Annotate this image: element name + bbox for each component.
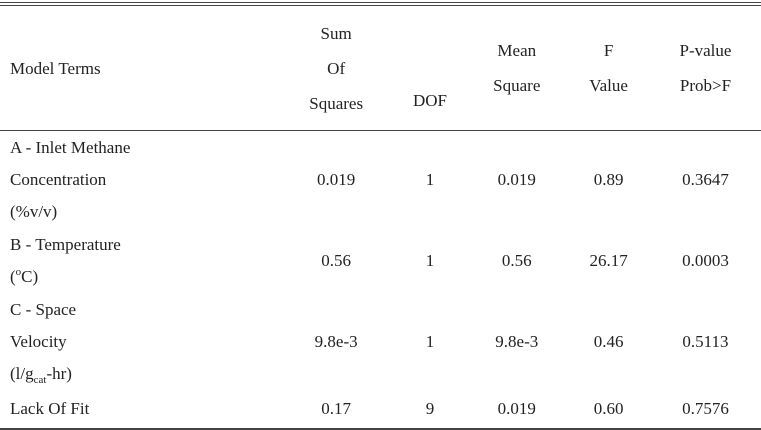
header-text: F	[603, 41, 614, 60]
cell: 0.7576	[682, 399, 729, 418]
text: (	[10, 266, 16, 286]
text: C)	[21, 266, 39, 286]
header-text: Sum	[320, 23, 352, 43]
text: B - Temperature	[10, 234, 121, 254]
text: A - Inlet Methane	[10, 137, 131, 157]
text: C - Space	[10, 299, 77, 319]
header-cell: F Value	[567, 4, 650, 131]
row-label: C - Space Velocity (l/gcat-hr)	[0, 293, 279, 391]
superscript: o	[15, 265, 22, 278]
subscript: cat	[33, 373, 47, 386]
cell: 9.8e-3	[314, 331, 358, 351]
cell: 0.019	[497, 169, 536, 189]
cell: 0.17	[321, 399, 352, 418]
data-row: C - Space Velocity (l/gcat-hr) 9.8e-3 1 9.8e-…	[0, 293, 761, 391]
header-text: DOF	[412, 91, 447, 110]
header-cell: P-value Prob>F	[650, 4, 761, 131]
header-cell: DOF	[394, 4, 467, 131]
cell: 9	[425, 399, 435, 418]
header-text: Prob>F	[679, 76, 732, 95]
data-row: Lack Of Fit 0.17 9 0.019 0.60 0.7576	[0, 391, 761, 429]
header-text: Value	[589, 76, 628, 95]
text: Concentration	[10, 169, 107, 189]
cell: 1	[425, 169, 435, 189]
data-row: A - Inlet Methane Concentration (%v/v) 0.0…	[0, 131, 761, 229]
row-label: B - Temperature (oC)	[0, 229, 279, 293]
row-label: A - Inlet Methane Concentration (%v/v)	[0, 131, 279, 229]
cell: 0.56	[321, 250, 352, 270]
header-text: Model Terms	[10, 58, 101, 78]
text: Velocity	[10, 331, 67, 351]
header-cell: Model Terms	[0, 4, 279, 131]
header-text: Mean	[497, 41, 537, 60]
cell: 0.019	[317, 169, 356, 189]
row-label: Lack Of Fit	[0, 391, 279, 429]
header-cell: Mean Square	[466, 4, 567, 131]
header-cell: Sum Of Squares	[279, 4, 394, 131]
cell: 26.17	[589, 250, 628, 270]
cell: 0.0003	[682, 250, 729, 270]
header-text: Of	[327, 58, 346, 78]
header-row: Model Terms Sum Of Squares DOF Mean Square F Val…	[0, 4, 761, 131]
cell: 1	[425, 331, 435, 351]
data-row: B - Temperature (oC) 0.56 1 0.56 26.17 0.0003	[0, 229, 761, 293]
text: Lack Of Fit	[10, 399, 90, 418]
cell: 0.60	[593, 399, 624, 418]
cell: 9.8e-3	[495, 331, 539, 351]
header-text: P-value	[679, 41, 732, 60]
cell: 1	[425, 250, 435, 270]
text: (%v/v)	[10, 201, 58, 221]
cell: 0.5113	[682, 331, 729, 351]
cell: 0.46	[593, 331, 624, 351]
cell: 0.019	[497, 399, 536, 418]
text: (l/g	[10, 363, 34, 383]
header-text: Squares	[309, 93, 364, 113]
text: -hr)	[46, 363, 72, 383]
cell: 0.3647	[682, 169, 729, 189]
header-text: Square	[493, 76, 541, 95]
cell: 0.89	[593, 169, 624, 189]
cell: 0.56	[501, 250, 532, 270]
